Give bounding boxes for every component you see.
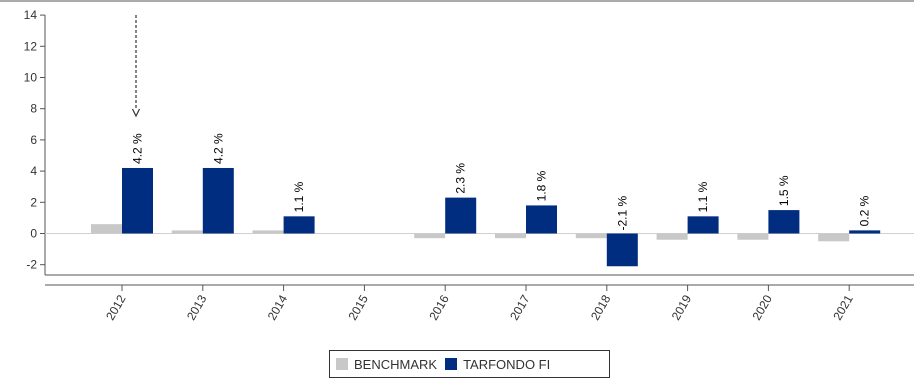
- y-tick-label: 14: [24, 8, 38, 22]
- bar-tarfondo: [687, 216, 719, 234]
- x-tick-label: 2014: [265, 292, 291, 322]
- bar-benchmark: [575, 233, 607, 239]
- bar-benchmark: [656, 233, 688, 240]
- data-label: -2.1 %: [615, 195, 629, 230]
- bar-tarfondo: [526, 205, 557, 234]
- bar-tarfondo: [849, 230, 881, 234]
- data-label: 1.8 %: [535, 170, 549, 201]
- data-label: 1.5 %: [777, 175, 791, 206]
- y-tick-label: 8: [30, 102, 37, 116]
- bar-tarfondo: [202, 167, 234, 234]
- data-label: 0.2 %: [858, 195, 872, 226]
- legend-item-benchmark: BENCHMARK: [336, 357, 437, 372]
- y-tick-label: 10: [24, 71, 38, 85]
- y-tick-label: 2: [30, 195, 37, 209]
- x-tick-label: 2012: [103, 292, 129, 322]
- legend-swatch-benchmark: [336, 358, 348, 370]
- y-tick-label: 4: [30, 164, 37, 178]
- x-tick-label: 2018: [588, 292, 614, 322]
- x-tick-label: 2021: [830, 292, 856, 322]
- bar-tarfondo: [122, 167, 153, 234]
- y-tick-label: -2: [26, 258, 37, 272]
- x-tick-label: 2017: [507, 292, 533, 322]
- bar-benchmark: [737, 233, 769, 240]
- data-label: 2.3 %: [454, 163, 468, 194]
- legend-label-tarfondo: TARFONDO FI: [463, 356, 551, 372]
- bar-benchmark: [414, 233, 446, 239]
- legend-swatch-tarfondo: [445, 358, 458, 370]
- bar-tarfondo: [445, 197, 477, 234]
- x-tick-label: 2019: [669, 292, 695, 322]
- legend: BENCHMARK TARFONDO FI: [329, 350, 610, 378]
- bar-tarfondo: [283, 216, 315, 234]
- bar-tarfondo: [768, 210, 800, 234]
- annotations: 4.2 % 4.2 % 1.1 % 2.3 % 1.8 % -2.1 % 1.1 % 1.5 …: [131, 15, 872, 231]
- bar-benchmark: [818, 233, 850, 242]
- dashed-arrow-head: [131, 108, 141, 118]
- bar-benchmark: [252, 230, 284, 234]
- x-tick-label: 2020: [750, 292, 776, 322]
- y-tick-label: 0: [30, 227, 37, 241]
- data-label: 1.1 %: [696, 181, 710, 212]
- bar-tarfondo: [606, 233, 638, 267]
- bars: [91, 167, 881, 267]
- bar-benchmark: [171, 230, 203, 234]
- legend-item-tarfondo: TARFONDO FI: [445, 357, 550, 372]
- x-tick-label: 2015: [346, 292, 372, 322]
- data-label: 4.2 %: [131, 133, 145, 164]
- x-tick-label: 2013: [184, 292, 210, 322]
- y-tick-label: 6: [30, 133, 37, 147]
- data-label: 1.1 %: [292, 181, 306, 212]
- x-tick-label: 2016: [426, 292, 452, 322]
- legend-label-benchmark: BENCHMARK: [354, 356, 438, 372]
- data-label: 4.2 %: [211, 133, 225, 164]
- y-tick-label: 12: [24, 39, 38, 53]
- bar-benchmark: [91, 224, 122, 234]
- bar-benchmark: [495, 233, 526, 239]
